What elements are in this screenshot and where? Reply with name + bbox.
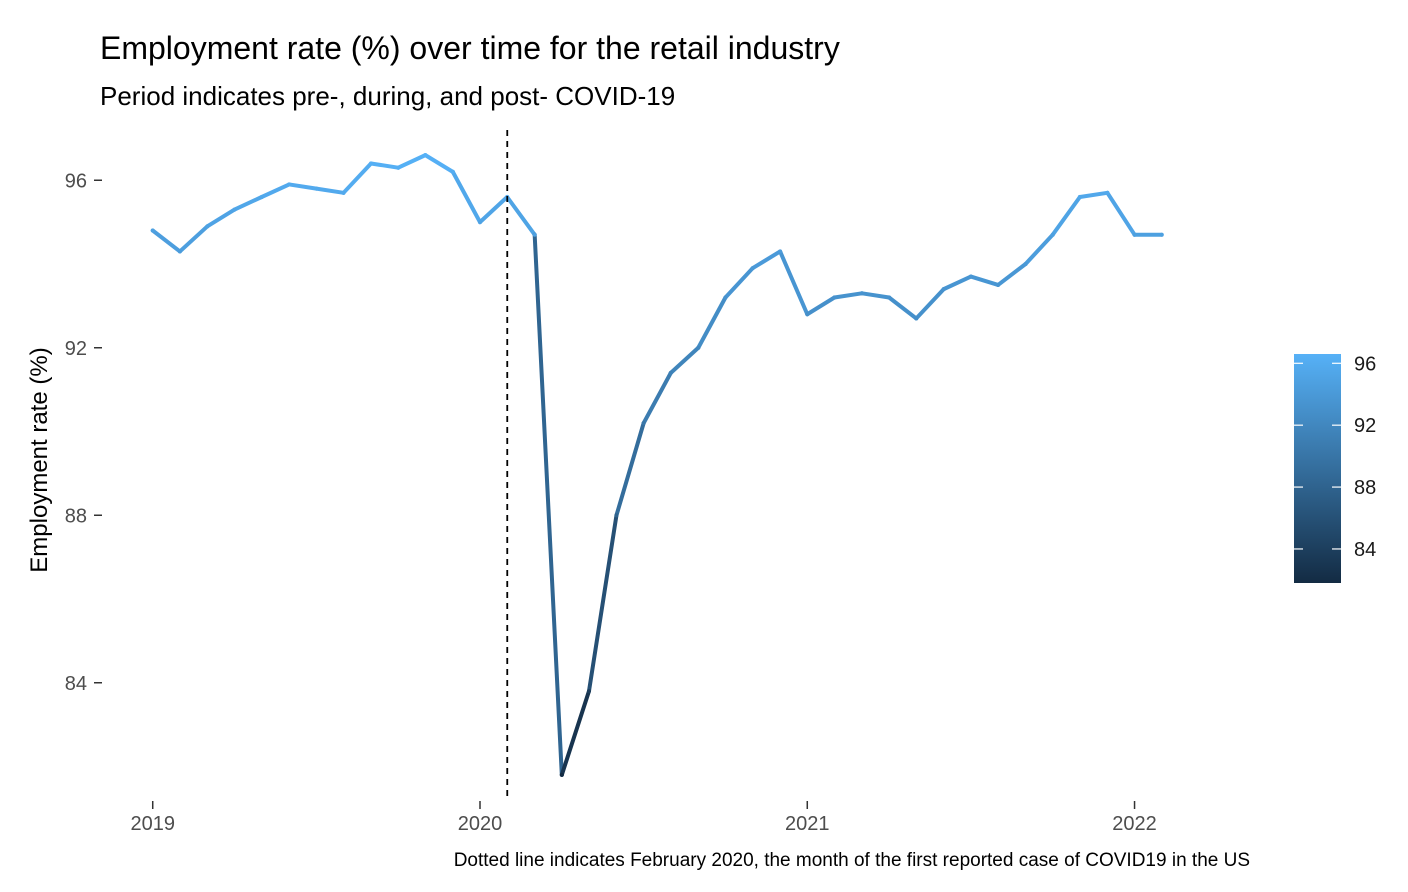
data-point bbox=[1050, 232, 1055, 237]
line-segment bbox=[778, 249, 810, 317]
chart-subtitle: Period indicates pre-, during, and post-… bbox=[100, 81, 676, 111]
data-point bbox=[750, 266, 755, 271]
line-segment bbox=[205, 207, 237, 229]
data-point bbox=[369, 161, 374, 166]
x-tick-label: 2021 bbox=[785, 813, 830, 835]
data-point bbox=[914, 316, 919, 321]
data-point bbox=[941, 287, 946, 292]
data-point bbox=[778, 249, 783, 254]
data-point bbox=[723, 295, 728, 300]
data-point bbox=[559, 772, 564, 777]
y-tick-label: 88 bbox=[65, 505, 87, 527]
chart-title: Employment rate (%) over time for the re… bbox=[100, 30, 840, 66]
line-segment bbox=[641, 370, 673, 426]
data-point bbox=[887, 295, 892, 300]
data-point bbox=[696, 345, 701, 350]
line-segment bbox=[559, 689, 591, 777]
line-segment bbox=[941, 274, 973, 292]
line-segment bbox=[859, 291, 892, 300]
y-tick-label: 92 bbox=[65, 338, 87, 360]
line-segment bbox=[314, 186, 346, 195]
line-segment bbox=[968, 274, 1001, 287]
x-tick-label: 2020 bbox=[458, 813, 503, 835]
legend-tick-label: 88 bbox=[1354, 477, 1376, 499]
line-segment bbox=[396, 153, 428, 170]
y-axis: 84 88 92 96 bbox=[65, 170, 102, 695]
data-point bbox=[614, 513, 619, 518]
color-legend: 84 88 92 96 bbox=[1294, 353, 1376, 583]
data-point bbox=[996, 282, 1001, 287]
data-point bbox=[1132, 232, 1137, 237]
line-segment bbox=[832, 291, 864, 300]
line-segment bbox=[586, 513, 619, 694]
legend-tick-label: 92 bbox=[1354, 415, 1376, 437]
line-segment bbox=[423, 153, 455, 174]
legend-colorbar bbox=[1294, 354, 1341, 583]
series-line bbox=[150, 153, 1164, 777]
data-point bbox=[423, 153, 428, 158]
data-point bbox=[586, 689, 591, 694]
data-point bbox=[1159, 232, 1164, 237]
data-point bbox=[259, 195, 264, 199]
legend-tick-label: 96 bbox=[1354, 353, 1376, 375]
data-point bbox=[805, 312, 810, 317]
y-tick-label: 96 bbox=[65, 170, 87, 192]
data-point bbox=[150, 228, 155, 233]
x-axis: 2019 2020 2021 2022 bbox=[130, 801, 1157, 835]
line-segment bbox=[232, 195, 264, 212]
line-segment bbox=[369, 161, 401, 170]
line-segment bbox=[1023, 232, 1055, 266]
data-point bbox=[641, 421, 646, 426]
line-segment bbox=[259, 182, 292, 199]
line-segment bbox=[914, 287, 946, 321]
legend-tick-label: 84 bbox=[1354, 539, 1376, 561]
line-segment bbox=[996, 262, 1028, 287]
line-segment bbox=[696, 295, 728, 350]
line-segment bbox=[750, 249, 783, 271]
data-point bbox=[1105, 190, 1110, 195]
line-segment bbox=[668, 345, 701, 375]
chart-caption: Dotted line indicates February 2020, the… bbox=[454, 850, 1250, 871]
line-segment bbox=[723, 266, 755, 300]
line-segment bbox=[150, 228, 182, 254]
x-tick-label: 2019 bbox=[130, 813, 175, 835]
legend-ticks: 84 88 92 96 bbox=[1294, 353, 1376, 561]
line-segment bbox=[341, 161, 374, 195]
data-point bbox=[232, 207, 237, 212]
line-segment bbox=[1105, 190, 1137, 237]
y-tick-label: 84 bbox=[65, 673, 87, 695]
x-tick-label: 2022 bbox=[1112, 813, 1157, 835]
data-point bbox=[205, 224, 210, 229]
line-segment bbox=[614, 421, 646, 518]
data-point bbox=[341, 190, 346, 195]
line-segment bbox=[505, 195, 537, 237]
data-point bbox=[532, 232, 537, 237]
data-point bbox=[450, 169, 455, 174]
data-point bbox=[859, 291, 864, 296]
data-point bbox=[968, 274, 973, 279]
line-segment bbox=[450, 169, 482, 225]
data-point bbox=[1077, 195, 1082, 199]
data-point bbox=[396, 165, 401, 170]
line-segment bbox=[532, 232, 564, 777]
line-segment bbox=[805, 295, 837, 317]
data-point bbox=[1023, 262, 1028, 266]
data-point bbox=[478, 220, 482, 225]
data-point bbox=[314, 186, 319, 191]
data-point bbox=[177, 249, 182, 254]
y-axis-title: Employment rate (%) bbox=[26, 347, 53, 572]
line-segment bbox=[1050, 195, 1082, 237]
data-point bbox=[668, 370, 673, 375]
line-segment bbox=[887, 295, 919, 321]
line-segment bbox=[478, 195, 510, 225]
data-point bbox=[287, 182, 292, 187]
data-point bbox=[832, 295, 837, 300]
line-segment bbox=[177, 224, 210, 254]
line-segment bbox=[287, 182, 319, 191]
line-segment bbox=[1077, 190, 1110, 199]
